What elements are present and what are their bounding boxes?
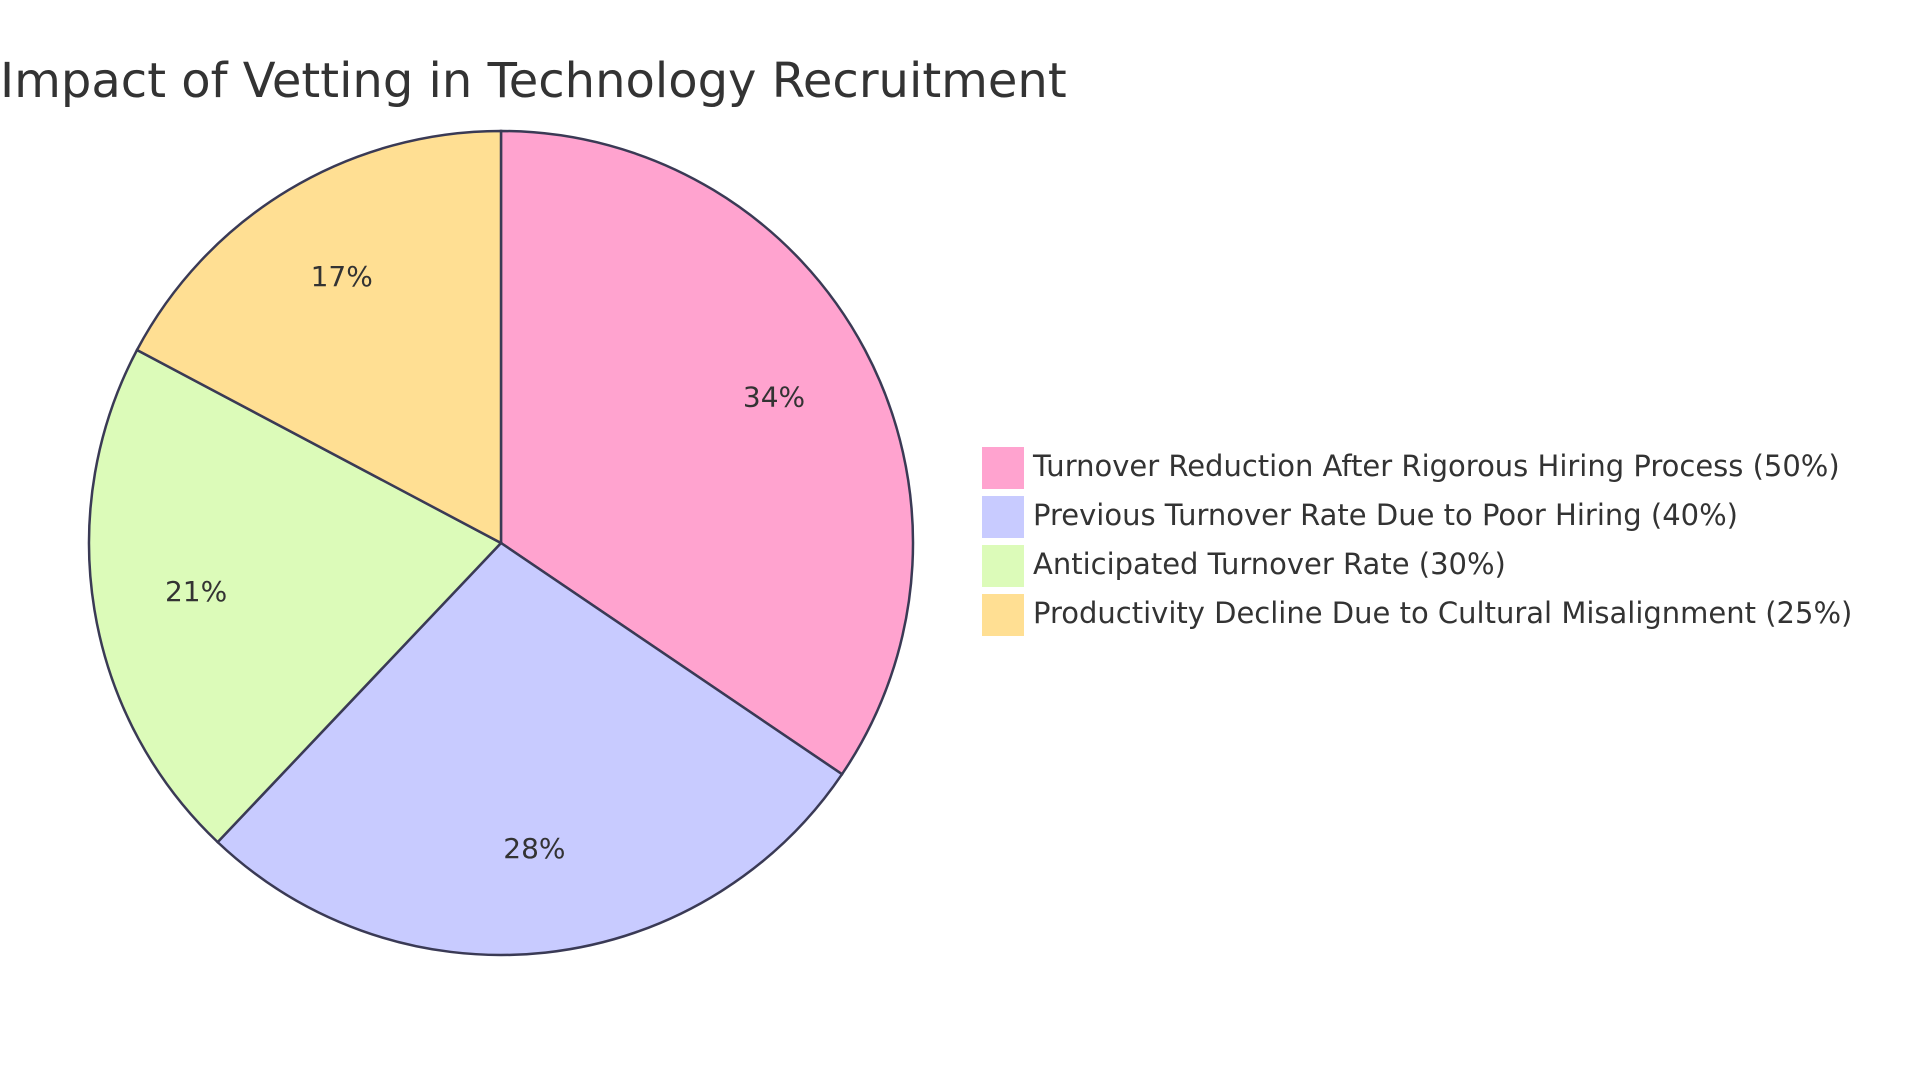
legend-label-1: Turnover Reduction After Rigorous Hiring…	[1032, 449, 1840, 483]
legend-label-2: Previous Turnover Rate Due to Poor Hirin…	[1033, 498, 1738, 532]
pie-slice-labels: 34% 28% 21% 17%	[165, 260, 805, 865]
legend: Turnover Reduction After Rigorous Hiring…	[982, 447, 1852, 636]
pie-slices	[87, 129, 915, 957]
legend-label-3: Anticipated Turnover Rate (30%)	[1033, 547, 1506, 581]
legend-label-4: Productivity Decline Due to Cultural Mis…	[1033, 596, 1852, 630]
legend-swatch-1	[982, 447, 1024, 489]
pie-slice-1	[499, 129, 915, 776]
legend-swatch-3	[982, 545, 1024, 587]
slice-label-1: 34%	[743, 380, 805, 413]
pie-slice-4	[135, 129, 503, 546]
pie-slice-3	[87, 348, 504, 844]
legend-swatch-2	[982, 496, 1024, 538]
legend-swatch-4	[982, 594, 1024, 636]
pie-slice-2	[215, 541, 844, 957]
slice-label-4: 17%	[311, 260, 373, 293]
slice-label-3: 21%	[165, 575, 227, 608]
slice-label-2: 28%	[503, 832, 565, 865]
chart-title: Impact of Vetting in Technology Recruitm…	[0, 53, 1067, 109]
